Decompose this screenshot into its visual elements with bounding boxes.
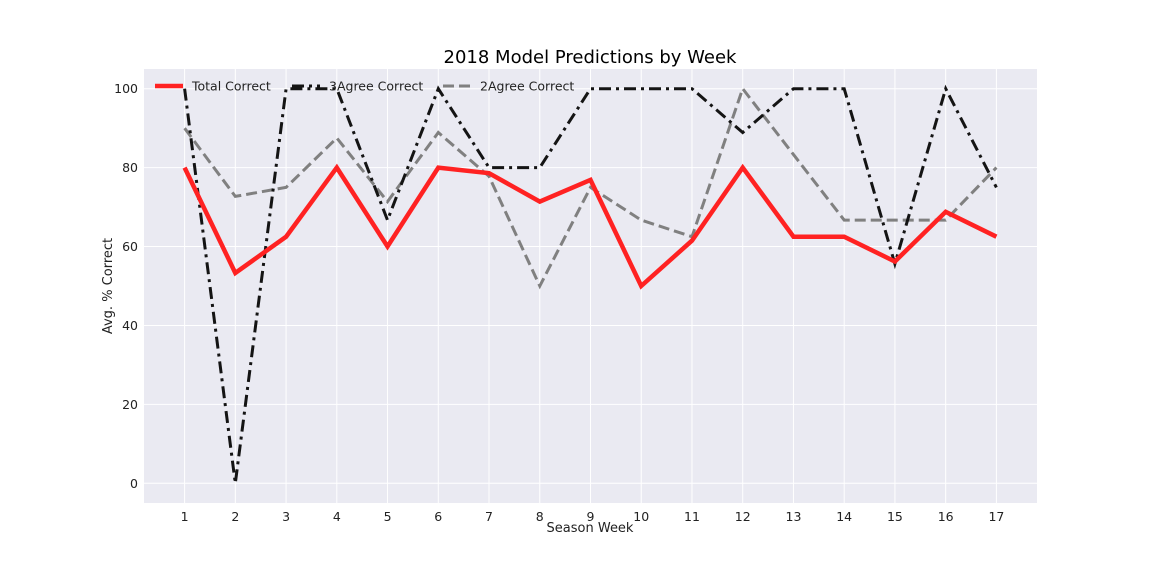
- series-line-3agree-correct: [183, 84, 998, 484]
- x-tick-label: 3: [282, 509, 290, 524]
- y-tick-label: 100: [114, 81, 138, 96]
- x-tick-label: 2: [231, 509, 239, 524]
- legend-label: 2Agree Correct: [480, 79, 574, 94]
- x-tick-label: 17: [988, 509, 1004, 524]
- x-tick-label: 6: [434, 509, 442, 524]
- legend-label: Total Correct: [191, 79, 271, 94]
- x-tick-label: 7: [485, 509, 493, 524]
- x-axis-label: Season Week: [547, 521, 634, 536]
- x-tick-label: 8: [536, 509, 544, 524]
- series-line-total-correct: [182, 163, 998, 290]
- x-tick-label: 5: [384, 509, 392, 524]
- x-tick-label: 11: [684, 509, 700, 524]
- y-tick-label: 40: [122, 318, 138, 333]
- series-line-2agree-correct: [183, 85, 998, 290]
- chart-title: 2018 Model Predictions by Week: [444, 47, 738, 68]
- y-tick-labels: 0 20 40 60 80 100: [114, 81, 138, 491]
- x-tick-label: 12: [735, 509, 751, 524]
- y-tick-label: 0: [130, 476, 138, 491]
- y-tick-label: 60: [122, 239, 138, 254]
- legend: Total Correct 3Agree Correct 2Agree Correc…: [155, 79, 574, 94]
- x-tick-label: 4: [333, 509, 341, 524]
- x-tick-label: 10: [633, 509, 649, 524]
- y-axis-label: Avg. % Correct: [101, 238, 116, 334]
- y-tick-label: 80: [122, 160, 138, 175]
- series-lines: [182, 84, 998, 484]
- x-tick-label: 15: [887, 509, 903, 524]
- legend-label: 3Agree Correct: [329, 79, 423, 94]
- y-tick-label: 20: [122, 397, 138, 412]
- x-tick-label: 9: [587, 509, 595, 524]
- x-tick-labels: 1 2 3 4 5 6 7 8 9 10 11 12 13 14 15 16 17: [181, 509, 1005, 524]
- x-tick-label: 14: [836, 509, 852, 524]
- x-tick-label: 1: [181, 509, 189, 524]
- x-tick-label: 16: [938, 509, 954, 524]
- x-tick-label: 13: [786, 509, 802, 524]
